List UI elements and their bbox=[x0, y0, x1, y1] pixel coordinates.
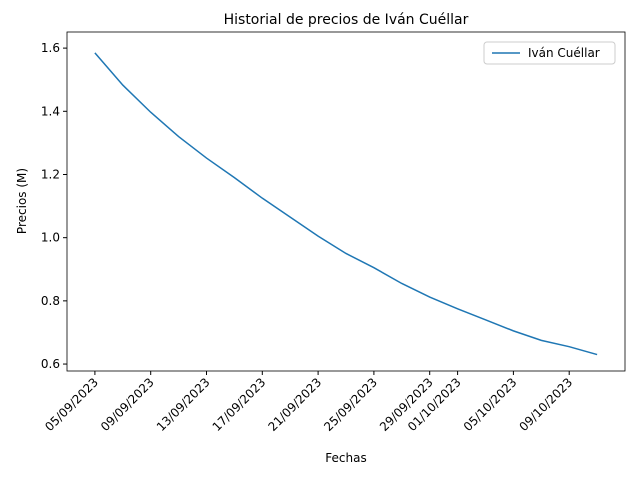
x-tick-label: 13/09/2023 bbox=[154, 375, 213, 434]
y-tick-label: 1.0 bbox=[41, 231, 60, 245]
x-tick-label: 09/10/2023 bbox=[517, 375, 576, 434]
legend-box bbox=[483, 41, 616, 65]
x-axis-label: Fechas bbox=[325, 451, 366, 465]
x-tick-label: 21/09/2023 bbox=[265, 375, 324, 434]
y-axis-label: Precios (M) bbox=[15, 168, 29, 234]
x-tick-label: 09/09/2023 bbox=[98, 375, 157, 434]
y-tick-label: 1.6 bbox=[41, 41, 60, 55]
y-tick-label: 1.4 bbox=[41, 104, 60, 118]
y-tick-label: 1.2 bbox=[41, 167, 60, 181]
y-tick-label: 0.6 bbox=[41, 357, 60, 371]
chart-title: Historial de precios de Iván Cuéllar bbox=[224, 12, 469, 28]
line bbox=[94, 52, 598, 356]
x-tick-label: 25/09/2023 bbox=[321, 375, 380, 434]
legend-label: Iván Cuéllar bbox=[528, 46, 600, 60]
axes-frame bbox=[66, 31, 626, 372]
x-tick-label: 05/10/2023 bbox=[461, 375, 520, 434]
x-tick-label: 17/09/2023 bbox=[210, 375, 269, 434]
x-tick-label: 05/09/2023 bbox=[42, 375, 101, 434]
y-tick-label: 0.8 bbox=[41, 294, 60, 308]
